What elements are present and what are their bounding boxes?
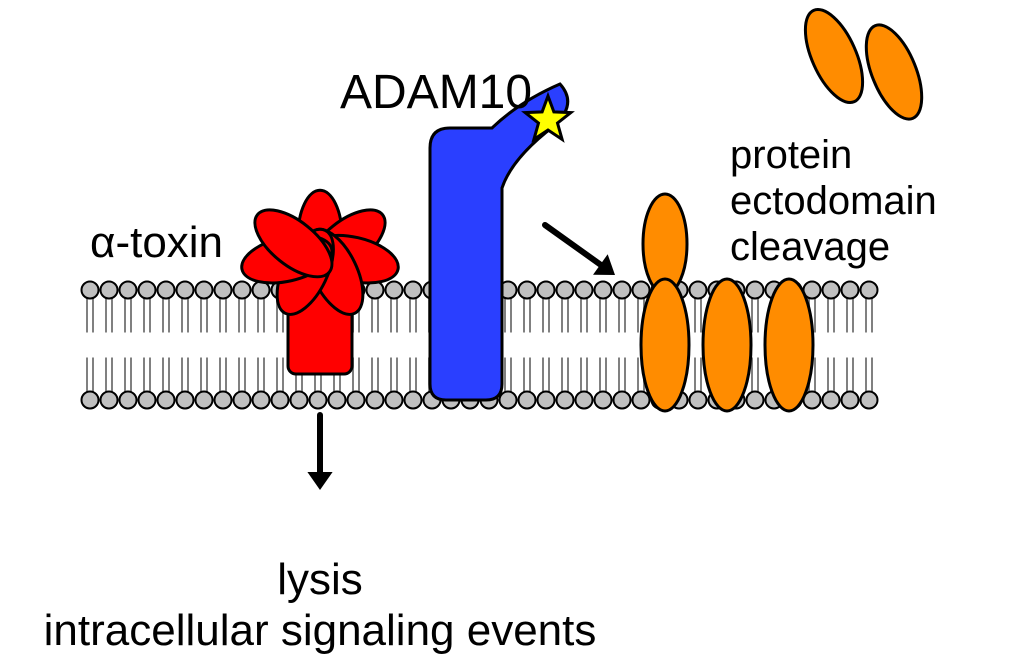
shed-ectodomain [794, 1, 875, 110]
alpha-toxin [237, 190, 403, 374]
adam10-protein [430, 84, 571, 400]
alpha-toxin-label: α-toxin [90, 218, 223, 269]
adam10-label: ADAM10 [340, 65, 532, 120]
diagram-canvas: α-toxin ADAM10 protein ectodomain cleava… [0, 0, 1024, 672]
lysis-label: lysis intracellular signaling events [0, 555, 832, 656]
shed-ectodomain [855, 17, 933, 126]
ectodomain-cleavage-label: protein ectodomain cleavage [730, 132, 937, 270]
